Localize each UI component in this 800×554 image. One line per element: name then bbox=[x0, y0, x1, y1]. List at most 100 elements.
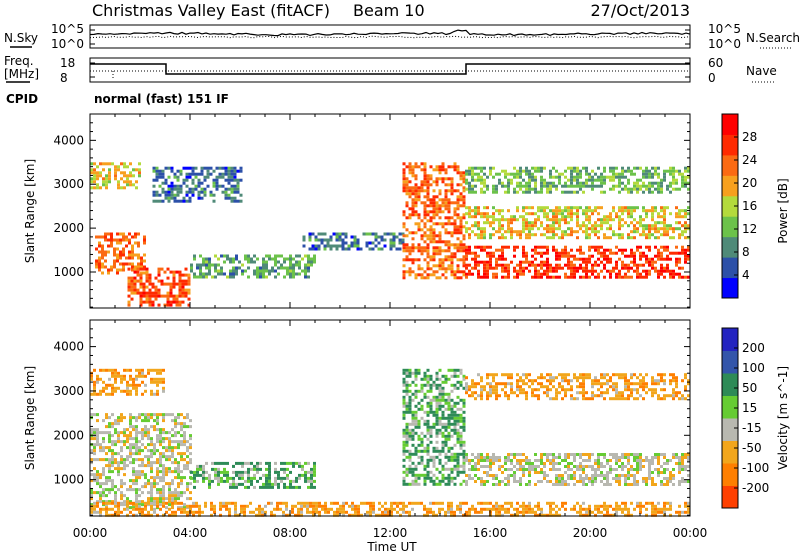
velocity-cell bbox=[408, 449, 412, 453]
power-cell bbox=[609, 175, 612, 179]
power-cell bbox=[286, 269, 289, 273]
velocity-cell bbox=[480, 385, 483, 389]
velocity-cell bbox=[564, 456, 567, 459]
power-ylabel: Slant Range [km] bbox=[23, 159, 37, 263]
power-cell bbox=[657, 272, 660, 276]
power-cell bbox=[663, 215, 666, 219]
power-cell bbox=[268, 269, 271, 273]
velocity-cell bbox=[114, 419, 117, 423]
velocity-cell bbox=[447, 449, 451, 453]
velocity-cell bbox=[414, 449, 418, 453]
power-cell bbox=[292, 266, 295, 270]
noise-tick-left-low: 10^0 bbox=[51, 37, 84, 51]
velocity-cell bbox=[108, 440, 111, 444]
power-cell bbox=[648, 209, 651, 213]
power-cell bbox=[606, 269, 609, 273]
power-cell bbox=[612, 178, 615, 182]
velocity-cell bbox=[561, 379, 564, 383]
power-cell bbox=[567, 209, 570, 213]
power-cell bbox=[507, 190, 510, 194]
power-cell bbox=[597, 178, 600, 182]
velocity-cell bbox=[177, 413, 180, 417]
power-cell bbox=[119, 253, 122, 257]
velocity-cell bbox=[483, 459, 486, 462]
velocity-cell bbox=[162, 500, 165, 504]
velocity-cell bbox=[99, 491, 102, 495]
power-cell bbox=[642, 227, 645, 231]
power-cell bbox=[582, 260, 585, 264]
power-cell bbox=[241, 263, 244, 267]
power-cell bbox=[651, 218, 654, 222]
velocity-cell bbox=[555, 394, 558, 398]
power-cell bbox=[432, 228, 436, 232]
velocity-cell bbox=[183, 467, 186, 471]
velocity-cell bbox=[465, 391, 468, 395]
power-cell bbox=[534, 166, 537, 170]
power-cell bbox=[256, 275, 259, 279]
velocity-cell bbox=[217, 479, 220, 483]
velocity-cell bbox=[162, 488, 165, 492]
velocity-cell bbox=[435, 449, 439, 453]
velocity-cell bbox=[99, 389, 102, 393]
power-cell bbox=[669, 275, 672, 279]
power-cell bbox=[227, 196, 231, 200]
velocity-cell bbox=[111, 413, 114, 417]
power-cell bbox=[585, 224, 588, 228]
power-cell bbox=[130, 288, 134, 292]
power-cell bbox=[573, 184, 576, 188]
power-cell bbox=[426, 267, 430, 271]
velocity-cell bbox=[229, 485, 232, 489]
power-cell bbox=[633, 206, 636, 210]
velocity-cell bbox=[528, 468, 531, 471]
velocity-cell bbox=[165, 497, 168, 501]
velocity-cell bbox=[468, 385, 471, 389]
velocity-cell bbox=[591, 382, 594, 386]
velocity-cell bbox=[223, 479, 226, 483]
power-cell bbox=[133, 285, 137, 289]
power-cell bbox=[405, 186, 409, 190]
velocity-cell bbox=[441, 476, 445, 480]
velocity-cell bbox=[126, 386, 129, 390]
power-cell bbox=[591, 254, 594, 258]
power-cell bbox=[154, 291, 158, 295]
velocity-cell bbox=[525, 459, 528, 462]
velocity-cell bbox=[135, 446, 138, 450]
power-cell bbox=[612, 187, 615, 191]
power-cell bbox=[483, 266, 486, 270]
power-cell bbox=[157, 294, 161, 298]
power-cell bbox=[233, 166, 237, 170]
velocity-cell bbox=[232, 479, 235, 483]
velocity-cell bbox=[93, 476, 96, 480]
velocity-cell bbox=[522, 468, 525, 471]
velocity-cell bbox=[561, 483, 564, 486]
velocity-cell bbox=[414, 431, 418, 435]
power-cell bbox=[113, 262, 116, 266]
velocity-cell bbox=[259, 461, 262, 465]
power-cell bbox=[411, 174, 415, 178]
power-cell bbox=[633, 254, 636, 258]
power-cell bbox=[232, 257, 235, 261]
power-cell bbox=[411, 258, 415, 262]
power-cell bbox=[444, 168, 448, 172]
velocity-cell bbox=[681, 477, 684, 480]
velocity-cell bbox=[129, 500, 132, 504]
power-cell bbox=[540, 245, 543, 249]
velocity-cell bbox=[459, 413, 463, 417]
power-cell bbox=[193, 275, 196, 279]
velocity-cell bbox=[546, 388, 549, 392]
velocity-cell bbox=[180, 458, 183, 462]
power-cell bbox=[405, 189, 409, 193]
power-cell bbox=[468, 169, 471, 173]
power-cell bbox=[411, 165, 415, 169]
power-cell bbox=[615, 275, 618, 279]
power-cell bbox=[471, 190, 474, 194]
velocity-cell bbox=[93, 507, 96, 511]
power-cell bbox=[504, 245, 507, 249]
velocity-cell bbox=[183, 464, 186, 468]
power-cell bbox=[573, 206, 576, 210]
power-cell bbox=[552, 233, 555, 237]
power-cell bbox=[441, 168, 445, 172]
power-cell bbox=[579, 206, 582, 210]
velocity-cell bbox=[162, 440, 165, 444]
velocity-cell bbox=[555, 388, 558, 392]
